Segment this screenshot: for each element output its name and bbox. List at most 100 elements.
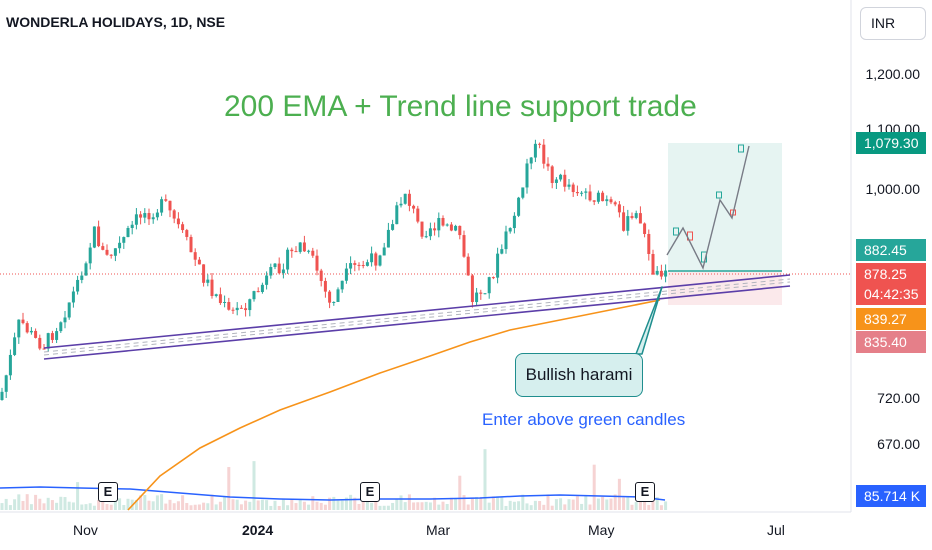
candle-body xyxy=(260,284,264,292)
headline-annotation[interactable]: 200 EMA + Trend line support trade xyxy=(224,90,697,123)
candle-body xyxy=(349,263,353,269)
volume-bar xyxy=(626,497,630,510)
candle-body xyxy=(365,262,369,266)
candle-body xyxy=(378,255,382,266)
trendline-lower xyxy=(43,285,791,360)
candle-body xyxy=(437,217,441,231)
volume-bar xyxy=(21,500,25,510)
candle-body xyxy=(139,214,143,218)
currency-button[interactable]: INR xyxy=(860,7,926,40)
volume-bar xyxy=(504,505,508,510)
volume-bar xyxy=(638,500,642,510)
volume-bar xyxy=(290,498,294,510)
earnings-marker[interactable]: E xyxy=(98,482,118,502)
volume-bar xyxy=(349,494,353,510)
candle-body xyxy=(391,224,395,230)
candle-body xyxy=(277,263,281,274)
volume-bar xyxy=(643,498,647,510)
volume-bar xyxy=(454,498,458,510)
candle-body xyxy=(521,187,525,198)
candle-body xyxy=(147,213,151,220)
candle-body xyxy=(512,215,516,229)
candle-body xyxy=(109,254,113,256)
candle-body xyxy=(298,242,302,252)
volume-bar xyxy=(433,497,437,510)
volume-bar xyxy=(571,499,575,510)
candle-body xyxy=(638,213,642,224)
volume-bar xyxy=(302,501,306,510)
entry-price-tag: 882.45 xyxy=(856,239,926,261)
candle-body xyxy=(168,200,172,211)
bullish-harami-callout[interactable]: Bullish harami xyxy=(515,353,643,397)
candle-body xyxy=(491,277,495,279)
volume-bar xyxy=(550,505,554,510)
candle-body xyxy=(525,163,529,188)
volume-bar xyxy=(151,501,155,510)
candle-body xyxy=(269,267,273,276)
volume-bar xyxy=(651,498,655,510)
candle-body xyxy=(290,249,294,252)
candle-body xyxy=(399,203,403,206)
volume-tag: 85.714 K xyxy=(856,485,926,507)
candle-body xyxy=(265,275,269,285)
volume-bars xyxy=(0,449,668,510)
candle-body xyxy=(567,184,571,187)
volume-bar xyxy=(391,502,395,510)
volume-bar xyxy=(378,505,382,510)
volume-bar xyxy=(311,496,315,510)
volume-bar xyxy=(617,478,621,510)
candle-body xyxy=(659,270,663,277)
candle-body xyxy=(143,213,147,218)
volume-bar xyxy=(265,500,269,510)
earnings-marker[interactable]: E xyxy=(360,482,380,502)
volume-bar xyxy=(496,496,500,510)
volume-bar xyxy=(370,503,374,510)
volume-bar xyxy=(176,501,180,510)
candle-body xyxy=(286,249,290,270)
volume-bar xyxy=(227,467,231,510)
volume-bar xyxy=(13,499,17,510)
time-label: May xyxy=(588,522,615,538)
candle-body xyxy=(454,225,458,231)
volume-bar xyxy=(407,494,411,510)
candle-body xyxy=(67,302,71,318)
candle-body xyxy=(105,249,109,255)
volume-bar xyxy=(525,503,529,510)
candle-body xyxy=(273,263,277,268)
volume-bar xyxy=(214,504,218,510)
candle-body xyxy=(38,337,42,349)
candle-body xyxy=(50,333,54,340)
candle-body xyxy=(122,237,126,243)
candle-body xyxy=(554,179,558,183)
candle-body xyxy=(323,280,327,292)
candle-body xyxy=(664,270,668,277)
candle-body xyxy=(550,166,554,183)
candle-body xyxy=(470,275,474,303)
volume-bar xyxy=(609,498,613,510)
candle-body xyxy=(538,143,542,145)
candle-body xyxy=(202,264,206,283)
candle-body xyxy=(407,193,411,206)
volume-bar xyxy=(164,503,168,510)
time-label: Nov xyxy=(73,522,98,538)
volume-bar xyxy=(260,499,264,510)
candle-body xyxy=(344,268,348,281)
entry-note[interactable]: Enter above green candles xyxy=(482,410,686,429)
candle-body xyxy=(386,229,390,248)
earnings-marker[interactable]: E xyxy=(635,482,655,502)
candle-body xyxy=(580,192,584,194)
last-price-box xyxy=(856,263,926,305)
price-tick: 670.00 xyxy=(877,436,920,452)
volume-bar xyxy=(630,504,634,510)
volume-bar xyxy=(4,498,8,510)
volume-bar xyxy=(575,496,579,510)
candle-body xyxy=(63,317,67,323)
candle-body xyxy=(302,242,306,252)
volume-bar xyxy=(554,499,558,510)
projected-candle xyxy=(673,227,679,236)
price-tick: 1,000.00 xyxy=(865,181,921,197)
volume-bar xyxy=(307,504,311,510)
volume-bar xyxy=(38,498,42,510)
candle-body xyxy=(361,265,365,267)
